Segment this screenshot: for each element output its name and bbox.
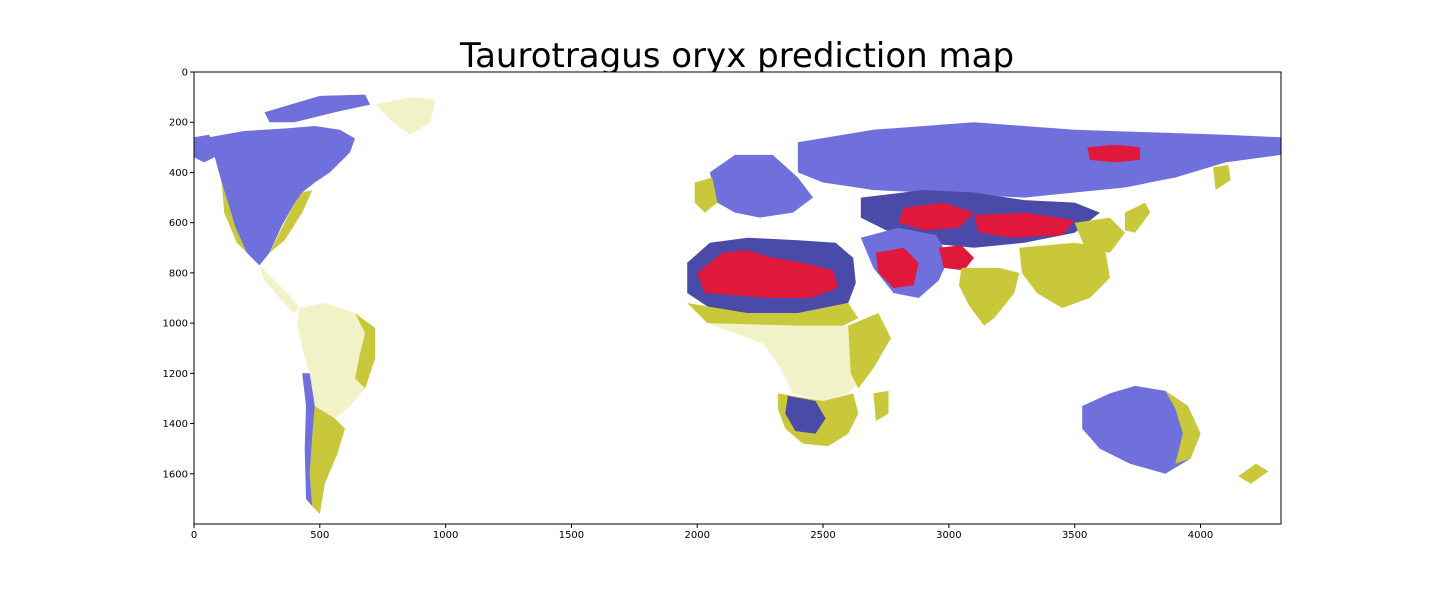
region-sahel xyxy=(687,303,859,329)
region-north-america xyxy=(209,126,355,266)
region-north-america-west-coast xyxy=(221,182,247,253)
region-central-america xyxy=(259,265,300,314)
y-tick-label: 200 xyxy=(169,118,188,129)
region-southeast-asia xyxy=(1019,242,1110,308)
region-australia xyxy=(1082,385,1201,474)
plot-frame xyxy=(193,71,1282,525)
region-south-america-north xyxy=(297,303,376,424)
region-sahara-hotspot xyxy=(697,250,839,298)
region-southern-africa-core xyxy=(785,395,826,434)
x-tick-label: 2000 xyxy=(685,530,710,541)
y-tick-label: 1200 xyxy=(163,369,188,380)
y-tick-label: 0 xyxy=(182,68,188,79)
region-new-zealand xyxy=(1238,463,1269,484)
y-axis: 0 200 400 600 800 1000 1200 1400 1600 xyxy=(163,68,194,480)
region-china-hotspot xyxy=(974,212,1075,238)
y-tick-label: 400 xyxy=(169,168,188,179)
region-greenland xyxy=(375,97,436,135)
region-east-asia xyxy=(1074,217,1125,253)
x-tick-label: 3000 xyxy=(936,530,961,541)
region-india xyxy=(958,267,1020,326)
region-central-asia-hotspot xyxy=(898,202,974,231)
region-south-america-south xyxy=(309,406,345,514)
region-central-africa xyxy=(707,323,874,401)
x-tick-label: 1000 xyxy=(433,530,458,541)
x-tick-label: 1500 xyxy=(559,530,584,541)
map-title: Taurotragus oryx prediction map xyxy=(459,36,1014,76)
region-north-america-east-coast xyxy=(269,190,313,253)
y-tick-label: 800 xyxy=(169,268,188,279)
region-canadian-arctic xyxy=(264,94,371,123)
map-regions xyxy=(194,94,1281,514)
x-tick-label: 2500 xyxy=(810,530,835,541)
x-tick-label: 0 xyxy=(191,530,197,541)
x-tick-label: 500 xyxy=(310,530,329,541)
region-arabia-hotspot xyxy=(875,247,919,288)
region-russia-siberia xyxy=(797,122,1281,198)
region-europe-west xyxy=(694,177,718,213)
y-tick-label: 1600 xyxy=(163,469,188,480)
region-east-africa xyxy=(848,313,891,389)
region-australia-east-coast xyxy=(1165,390,1201,464)
y-tick-label: 1000 xyxy=(163,319,188,330)
region-siberia-hotspot xyxy=(1087,144,1141,163)
region-andes xyxy=(302,373,315,507)
region-europe xyxy=(709,154,813,218)
region-south-america-east xyxy=(355,313,376,389)
region-iran-hotspot xyxy=(938,245,974,271)
x-tick-label: 4000 xyxy=(1188,530,1213,541)
x-tick-label: 3500 xyxy=(1062,530,1087,541)
region-japan xyxy=(1125,202,1151,233)
x-axis: 0 500 1000 1500 2000 2500 3000 3500 4000 xyxy=(191,524,1213,541)
y-tick-label: 1400 xyxy=(163,419,188,430)
region-madagascar xyxy=(873,390,889,421)
region-kamchatka xyxy=(1213,164,1231,190)
y-tick-label: 600 xyxy=(169,218,188,229)
region-alaska xyxy=(194,134,220,163)
